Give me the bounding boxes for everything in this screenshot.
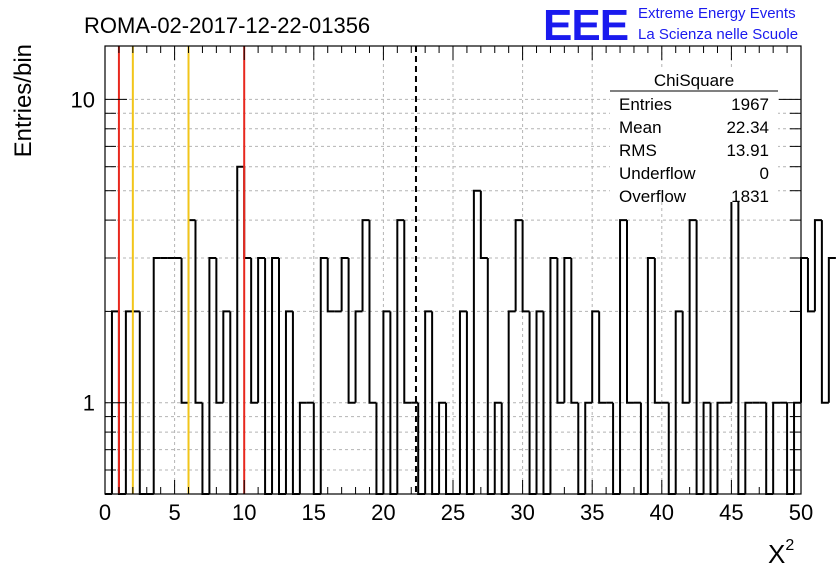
histogram-bin [361, 219, 370, 312]
x-tick-label: 40 [650, 500, 674, 525]
histogram-bin [319, 256, 328, 494]
histogram-bin [827, 256, 836, 403]
histogram-bin [340, 256, 349, 312]
stats-box-title: ChiSquare [654, 71, 734, 90]
stats-box: ChiSquare Entries 1967 Mean 22.34 RMS 13… [610, 67, 778, 206]
histogram-bin [702, 401, 711, 494]
histogram-bin [298, 401, 307, 494]
histogram-bin [813, 219, 822, 312]
x-tick-label: 0 [99, 500, 111, 525]
stats-rms-label: RMS [619, 141, 657, 160]
stats-entries-value: 1967 [731, 95, 769, 114]
histogram-bin [619, 219, 627, 494]
histogram-bin [403, 220, 412, 404]
stats-overflow-label: Overflow [619, 187, 687, 206]
logo-mark: EEE [543, 1, 628, 50]
histogram-bin [215, 257, 224, 404]
x-tick-label: 45 [719, 500, 743, 525]
histogram-bin [472, 189, 481, 494]
histogram-bin [653, 257, 662, 404]
x-tick-label: 20 [371, 500, 395, 525]
histogram-bin [222, 310, 231, 403]
histogram-bin [772, 401, 781, 494]
histogram-bin [598, 311, 607, 404]
x-tick-labels: 0 5 10 15 20 25 30 35 40 45 50 [99, 500, 813, 525]
stats-box-background [610, 67, 778, 202]
histogram-bin [326, 257, 335, 313]
stats-overflow-value: 1831 [731, 187, 769, 206]
x-axis-label-main: X [768, 539, 785, 569]
axis-ticks [104, 46, 802, 495]
histogram-bin [347, 257, 356, 404]
histogram-bin [250, 257, 259, 404]
x-axis-label-superscript: 2 [785, 537, 794, 554]
histogram-bin [382, 310, 391, 494]
histogram-bin [208, 256, 217, 494]
histogram-bin [194, 220, 203, 404]
stats-mean-label: Mean [619, 118, 662, 137]
histogram-bin [284, 310, 293, 494]
chart-title: ROMA-02-2017-12-22-01356 [84, 13, 370, 38]
histogram-bin [716, 401, 725, 494]
x-axis-label: X2 [768, 537, 794, 569]
histogram-bin [236, 165, 245, 494]
histogram-bin [584, 401, 593, 494]
histogram-bin [257, 256, 266, 403]
logo-line-1: Extreme Energy Events [638, 5, 796, 22]
stats-underflow-label: Underflow [619, 164, 696, 183]
x-tick-label: 25 [441, 500, 465, 525]
histogram-bin [271, 256, 279, 494]
y-tick-labels: 1 10 [71, 87, 95, 415]
histogram-bin [563, 256, 572, 403]
histogram-bin [368, 220, 377, 404]
histogram-bin [820, 220, 829, 404]
x-tick-label: 50 [789, 500, 813, 525]
histogram-bin [549, 256, 558, 494]
x-tick-label: 10 [232, 500, 256, 525]
histogram-bin [180, 257, 189, 404]
histogram-bin [681, 311, 690, 404]
stats-underflow-value: 0 [760, 164, 769, 183]
logo-line-2: La Scienza nelle Scuole [638, 26, 798, 43]
histogram-bin [535, 310, 544, 494]
histogram-bin [152, 256, 161, 494]
histogram-bin [806, 257, 815, 313]
x-tick-label: 5 [168, 500, 180, 525]
reference-lines [117, 46, 417, 494]
histogram-bin [688, 219, 697, 403]
histogram-bin [674, 310, 683, 494]
histogram-bin [521, 220, 530, 313]
histogram-bin [354, 310, 363, 403]
histogram-bin [744, 401, 753, 494]
x-tick-label: 30 [510, 500, 534, 525]
histogram-bin [124, 310, 133, 494]
stats-entries-label: Entries [619, 95, 672, 114]
histogram-bin [591, 310, 600, 403]
x-tick-label: 15 [302, 500, 326, 525]
stats-rms-value: 13.91 [726, 141, 769, 160]
histogram-bin [646, 256, 655, 494]
histogram-bin [458, 310, 467, 494]
histogram-bin [556, 257, 565, 404]
histogram-bin [514, 219, 523, 312]
x-tick-label: 35 [580, 500, 604, 525]
histogram-bin [396, 219, 405, 494]
histogram-bin [493, 401, 502, 494]
stats-mean-value: 22.34 [726, 118, 769, 137]
histogram-bin [479, 190, 488, 259]
histogram-bin [570, 257, 579, 404]
histogram-bin [424, 310, 433, 494]
eee-logo: EEE Extreme Energy Events La Scienza nel… [543, 1, 798, 50]
histogram-bin [507, 310, 516, 494]
histogram-bin [626, 220, 634, 404]
y-axis-label: Entries/bin [10, 44, 37, 157]
y-tick-label: 1 [83, 391, 95, 416]
histogram-bin [438, 401, 447, 494]
y-tick-label: 10 [71, 87, 95, 112]
